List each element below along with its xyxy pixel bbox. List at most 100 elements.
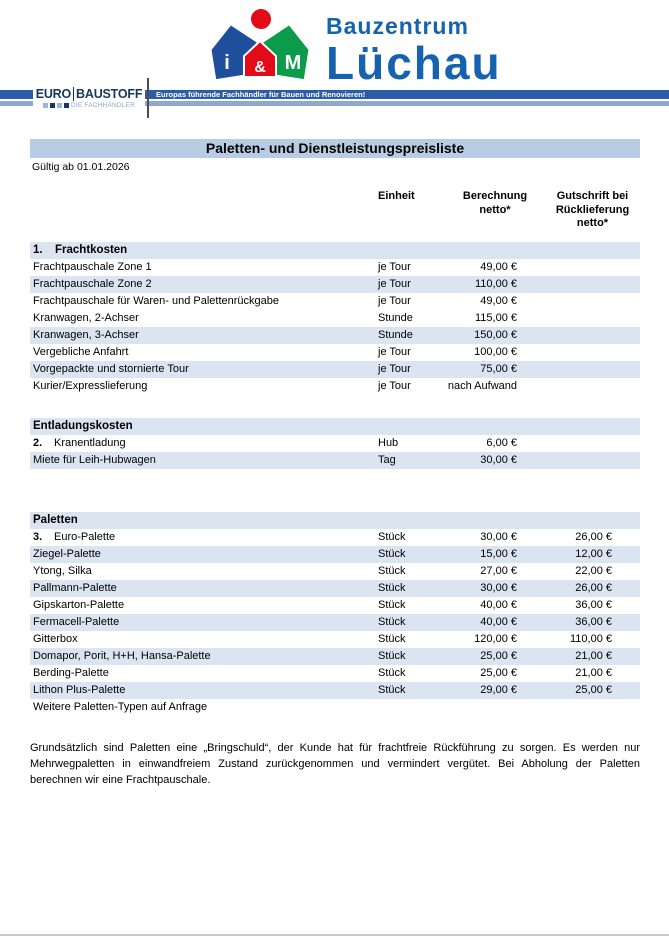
table-row: Gitterbox Stück 120,00 € 110,00 € — [30, 631, 640, 648]
row-unit: je Tour — [378, 363, 411, 375]
table-row: Pallmann-Palette Stück 30,00 € 26,00 € — [30, 580, 640, 597]
logo-red-house — [243, 39, 277, 78]
band-slogan: Europas führende Fachhändler für Bauen u… — [156, 90, 366, 99]
row-label: Frachtpauschale Zone 1 — [33, 261, 152, 273]
table-row: Kurier/Expresslieferung je Tour nach Aufwa… — [30, 378, 640, 395]
row-charge: 25,00 € — [480, 667, 517, 679]
row-label: Berding-Palette — [33, 667, 109, 679]
row-label: 2. Kranentladung — [30, 435, 370, 452]
row-unit: Stück — [378, 582, 406, 594]
row-credit — [545, 327, 640, 344]
table-row: Miete für Leih-Hubwagen Tag 30,00 € — [30, 452, 640, 469]
table-row: Vorgepackte und stornierte Tour je Tour 75… — [30, 361, 640, 378]
row-charge: 29,00 € — [480, 684, 517, 696]
row-unit: Stunde — [378, 312, 413, 324]
row-label: Domapor, Porit, H+H, Hansa-Palette — [33, 650, 211, 662]
table-row: Fermacell-Palette Stück 40,00 € 36,00 € — [30, 614, 640, 631]
row-charge: 30,00 € — [480, 582, 517, 594]
row-unit: je Tour — [378, 346, 411, 358]
section-header: Entladungskosten — [30, 418, 640, 435]
section-frachtkosten: 1. Frachtkosten Frachtpauschale Zone 1 je … — [30, 242, 640, 395]
row-charge: 30,00 € — [480, 531, 517, 543]
row-credit — [545, 344, 640, 361]
row-unit: je Tour — [378, 380, 411, 392]
brand-name-line2: Lüchau — [326, 37, 502, 89]
column-header-credit: Gutschrift bei Rücklieferung netto* — [555, 190, 630, 229]
section-rows: Frachtpauschale Zone 1 je Tour 49,00 € Frac… — [30, 259, 640, 395]
eurobaustoff-subline: DIE FACHHÄNDLER — [42, 102, 136, 109]
row-label: Pallmann-Palette — [33, 582, 117, 594]
im-houses-logo-icon: i & M — [209, 7, 311, 80]
logo-letter-amp: & — [254, 59, 266, 76]
row-label: Kranwagen, 2-Achser — [33, 312, 139, 324]
row-credit — [545, 378, 640, 395]
band-light-stripe — [0, 101, 669, 106]
footer-note: Grundsätzlich sind Paletten eine „Brings… — [30, 742, 640, 786]
table-row: 2. Kranentladung Hub 6,00 € — [30, 435, 640, 452]
brand-name: Bauzentrum Lüchau — [326, 6, 502, 89]
eurobaustoff-word2: BAUSTOFF — [73, 87, 142, 101]
row-label: Gipskarton-Palette — [33, 599, 125, 611]
table-row: Kranwagen, 3-Achser Stunde 150,00 € — [30, 327, 640, 344]
row-charge: 6,00 € — [486, 437, 517, 449]
table-row: Frachtpauschale Zone 2 je Tour 110,00 € — [30, 276, 640, 293]
section-entladungskosten: Entladungskosten 2. Kranentladung Hub 6,00 … — [30, 418, 640, 469]
row-charge: 150,00 € — [474, 329, 517, 341]
table-column-headers: Einheit Berechnung netto* Gutschrift bei… — [30, 190, 640, 231]
row-charge: 115,00 € — [474, 312, 517, 324]
section-paletten: Paletten 3. Euro-Palette Stück 30,00 € 26,00… — [30, 512, 640, 716]
valid-from-date: Gültig ab 01.01.2026 — [32, 161, 130, 173]
brand-name-line1: Bauzentrum — [326, 13, 469, 39]
row-unit: Stück — [378, 684, 406, 696]
table-row: Kranwagen, 2-Achser Stunde 115,00 € — [30, 310, 640, 327]
row-unit: Stück — [378, 548, 406, 560]
square-icon — [63, 103, 69, 108]
row-charge: 110,00 € — [474, 278, 517, 290]
row-charge: 30,00 € — [480, 454, 517, 466]
eurobaustoff-logo: EURO BAUSTOFF DIE FACHHÄNDLER — [33, 78, 145, 118]
square-icon — [49, 103, 55, 108]
eurobaustoff-wordmark: EURO BAUSTOFF — [36, 87, 142, 101]
row-label: Vorgepackte und stornierte Tour — [33, 363, 189, 375]
table-row: 3. Euro-Palette Stück 30,00 € 26,00 € — [30, 529, 640, 546]
logo-letter-i: i — [224, 52, 230, 74]
row-credit — [545, 276, 640, 293]
row-number: 2. — [33, 437, 43, 449]
row-label: Ziegel-Palette — [33, 548, 101, 560]
row-label: Gitterbox — [33, 633, 78, 645]
row-label: Miete für Leih-Hubwagen — [33, 454, 156, 466]
row-label: 3. Euro-Palette — [30, 529, 370, 546]
table-row: Berding-Palette Stück 25,00 € 21,00 € — [30, 665, 640, 682]
row-unit: je Tour — [378, 278, 411, 290]
row-credit: 22,00 € — [575, 565, 612, 577]
row-charge: 49,00 € — [480, 261, 517, 273]
row-credit — [545, 452, 640, 469]
column-header-unit: Einheit — [378, 190, 415, 202]
row-unit: Stück — [378, 667, 406, 679]
row-credit — [545, 361, 640, 378]
vertical-divider — [147, 78, 149, 118]
row-label: Ytong, Silka — [33, 565, 92, 577]
logo-red-dot — [249, 7, 273, 31]
row-charge: 15,00 € — [480, 548, 517, 560]
row-charge — [445, 699, 545, 716]
row-credit — [545, 293, 640, 310]
row-credit: 26,00 € — [575, 582, 612, 594]
eurobaustoff-subtitle: DIE FACHHÄNDLER — [70, 102, 136, 109]
row-unit: Stück — [378, 616, 406, 628]
row-charge: 40,00 € — [480, 599, 517, 611]
table-row: Ytong, Silka Stück 27,00 € 22,00 € — [30, 563, 640, 580]
row-label: Lithon Plus-Palette — [33, 684, 126, 696]
row-unit: je Tour — [378, 295, 411, 307]
row-credit: 25,00 € — [575, 684, 612, 696]
row-credit: 21,00 € — [575, 650, 612, 662]
table-row: Domapor, Porit, H+H, Hansa-Palette Stück 2… — [30, 648, 640, 665]
row-charge: 27,00 € — [480, 565, 517, 577]
square-icon — [56, 103, 62, 108]
table-row: Gipskarton-Palette Stück 40,00 € 36,00 € — [30, 597, 640, 614]
logo-letter-m: M — [285, 52, 302, 74]
row-charge: nach Aufwand — [447, 380, 517, 392]
row-credit — [545, 435, 640, 452]
row-label: Kurier/Expresslieferung — [33, 380, 148, 392]
